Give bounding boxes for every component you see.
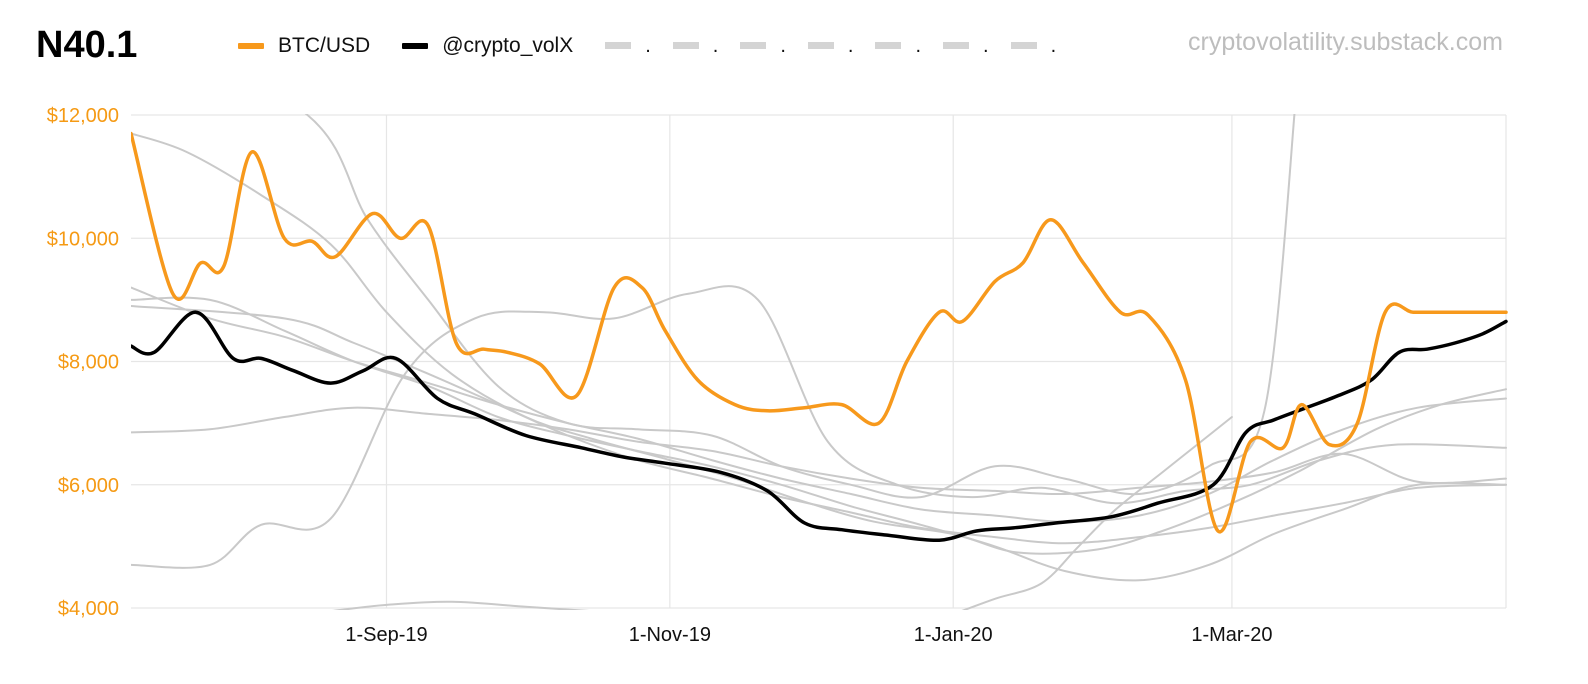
legend-swatch-grey [943,42,970,49]
chart-title: N40.1 [36,24,138,66]
legend-swatch-grey [807,42,834,49]
series-line-grey-5[interactable] [131,296,1507,582]
legend-item-grey[interactable]: . [875,35,922,57]
x-tick-label: 1-Sep-19 [345,624,427,646]
y-tick-label: $12,000 [47,105,119,127]
legend-item-grey[interactable]: . [1010,35,1057,57]
legend-label-grey: . [780,35,786,57]
series-line-grey-3[interactable] [131,285,1507,569]
legend-swatch-btc [238,43,264,49]
legend-item-grey[interactable]: . [943,35,989,57]
y-tick-label: $10,000 [47,228,119,250]
legend-label-grey: . [915,35,922,57]
legend-item-grey[interactable]: . [605,35,651,57]
legend-swatch-crypto-volx [402,43,429,49]
legend-swatch-grey [605,42,632,49]
legend-item-crypto-volx[interactable]: @crypto_volX [402,34,573,58]
legend-swatch-grey [672,42,699,49]
series-line-grey-10[interactable] [953,416,1233,614]
legend-item-grey[interactable]: . [807,35,854,57]
x-tick-label: 1-Mar-20 [1191,624,1272,646]
grey-series-group [131,23,1507,614]
legend-label-btc: BTC/USD [278,34,371,57]
main-series-group [131,131,1508,543]
grid [131,114,1507,609]
series-line-grey-4[interactable] [131,406,1507,496]
series-line-grey-2[interactable] [131,132,1507,555]
y-tick-label: $6,000 [58,475,119,497]
legend-swatch-grey [875,42,902,49]
legend-label-crypto-volx: @crypto_volX [442,34,574,57]
series-line-grey-8[interactable] [131,23,1297,499]
series-line-grey-9[interactable] [331,600,591,611]
y-tick-label: $8,000 [58,352,119,374]
series-line-grey-6[interactable] [131,286,1507,523]
x-tick-label: 1-Nov-19 [629,624,711,646]
x-axis: 1-Sep-19 1-Nov-19 1-Jan-20 1-Mar-20 [345,624,1272,646]
legend-label-grey: . [712,35,719,57]
legend-label-grey: . [1050,35,1057,57]
legend-swatch-grey [740,42,767,49]
x-tick-label: 1-Jan-20 [914,624,993,646]
legend-label-grey: . [645,35,651,57]
y-tick-label: $4,000 [58,598,119,620]
legend-swatch-grey [1010,42,1037,49]
legend: BTC/USD @crypto_volX . . . . . . . [238,34,1078,58]
series-line-crypto-volx[interactable] [131,310,1508,543]
legend-item-btc[interactable]: BTC/USD [238,34,370,58]
source-credit: cryptovolatility.substack.com [1188,28,1503,56]
legend-grey-series: . . . . . . . [605,35,1078,57]
series-line-btc-usd[interactable] [131,131,1508,534]
legend-item-grey[interactable]: . [672,35,719,57]
series-line-grey-7[interactable] [131,305,1507,545]
y-axis: $4,000 $6,000 $8,000 $10,000 $12,000 [47,105,119,620]
legend-label-grey: . [983,35,989,57]
legend-item-grey[interactable]: . [740,35,786,57]
legend-label-grey: . [847,35,854,57]
